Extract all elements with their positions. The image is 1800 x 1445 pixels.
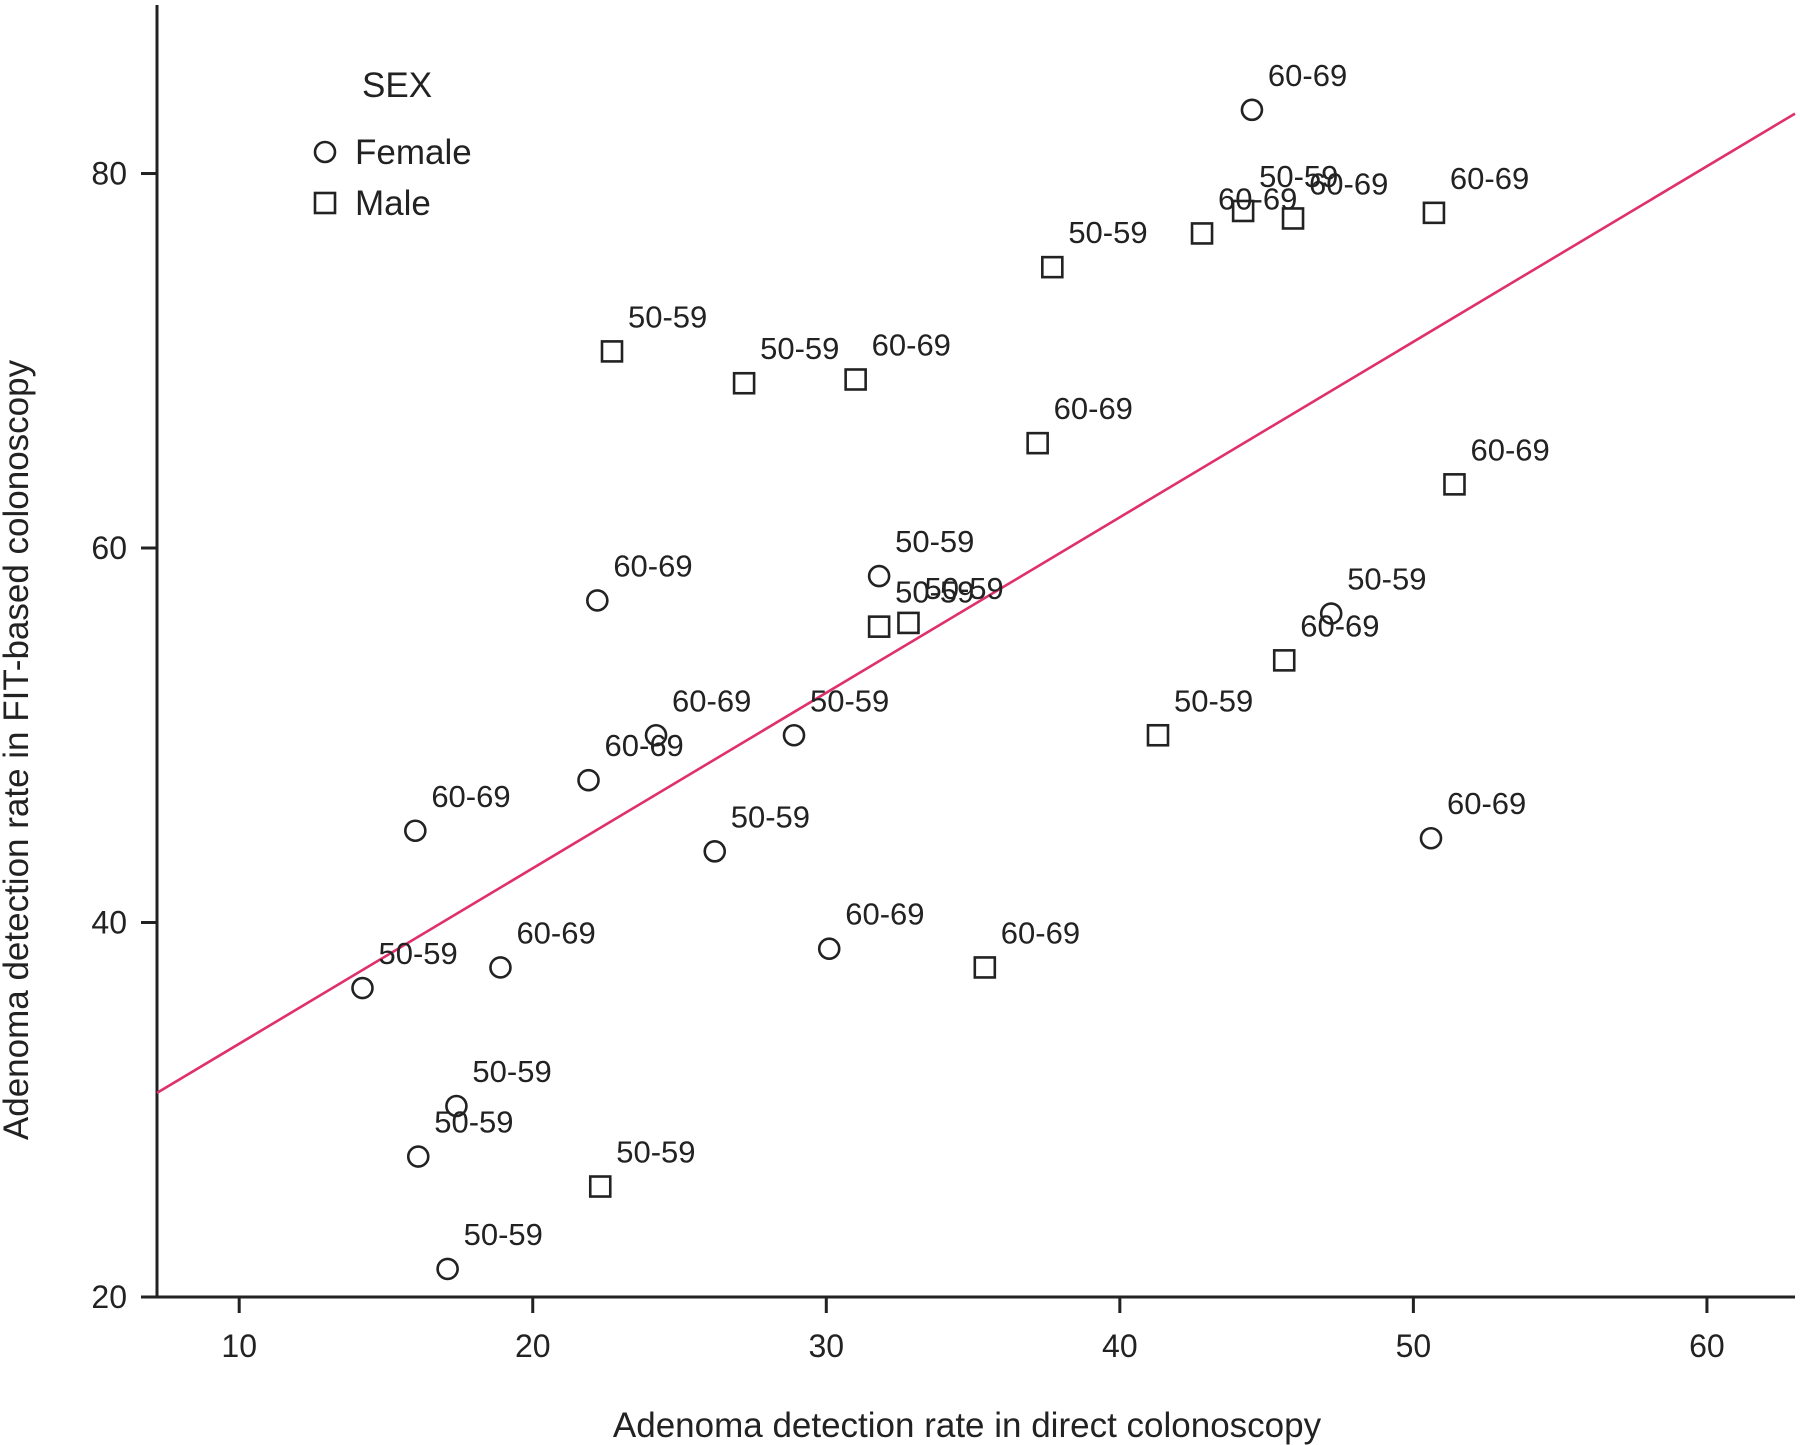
point-label: 50-59	[472, 1054, 551, 1089]
point-male	[1231, 199, 1255, 223]
point-label: 60-69	[1470, 432, 1549, 467]
point-label: 60-69	[431, 779, 510, 814]
point-label: 50-59	[378, 936, 457, 971]
point-male	[1146, 723, 1170, 747]
point-female	[1419, 826, 1443, 850]
point-label: 50-59	[810, 683, 889, 718]
point-female	[1240, 98, 1264, 122]
point-label: 60-69	[1309, 166, 1388, 201]
point-label: 60-69	[516, 915, 595, 950]
legend-male-marker	[313, 191, 337, 215]
axes: 10 20 30 40 50 60 20 40 60 80	[91, 5, 1795, 1364]
point-male	[1281, 207, 1305, 230]
point-label: 60-69	[605, 728, 684, 763]
x-tick-label: 60	[1689, 1328, 1725, 1364]
x-tick-label: 50	[1396, 1328, 1432, 1364]
point-label: 60-69	[1450, 161, 1529, 196]
point-label: 50-59	[760, 331, 839, 366]
point-male	[867, 615, 891, 638]
point-female	[436, 1257, 459, 1281]
legend-male-label: Male	[355, 184, 431, 223]
point-label: 60-69	[872, 327, 951, 362]
point-label: 60-69	[613, 548, 692, 583]
legend: SEX Female Male	[313, 66, 472, 223]
x-tick-label: 20	[515, 1328, 551, 1364]
y-tick-label: 20	[91, 1279, 127, 1315]
point-female	[817, 937, 841, 961]
point-label: 60-69	[672, 683, 751, 718]
point-label: 50-59	[464, 1217, 543, 1252]
y-axis-title: Adenoma detection rate in FIT-based colo…	[0, 359, 36, 1140]
point-female	[445, 1094, 468, 1118]
point-label: 50-59	[628, 299, 707, 334]
y-tick-label: 60	[91, 530, 127, 566]
point-male	[844, 368, 867, 391]
point-male	[732, 371, 756, 395]
point-label: 50-59	[731, 799, 810, 834]
point-label: 50-59	[1259, 159, 1338, 194]
point-label: 50-59	[616, 1135, 695, 1170]
point-label: 50-59	[1174, 683, 1253, 718]
point-male	[973, 956, 997, 979]
legend-female-marker	[313, 140, 337, 164]
point-male	[1272, 649, 1296, 672]
point-label: 60-69	[1054, 391, 1133, 426]
point-female	[351, 976, 374, 1000]
point-label: 60-69	[1268, 58, 1347, 93]
point-female	[586, 589, 609, 612]
point-female	[406, 1145, 430, 1168]
x-tick-label: 40	[1102, 1328, 1138, 1364]
x-tick-label: 10	[221, 1328, 257, 1364]
point-male	[897, 611, 920, 635]
y-tick-label: 40	[91, 905, 127, 941]
y-tick-label: 80	[91, 156, 127, 192]
point-female	[782, 723, 806, 747]
point-female	[703, 840, 727, 863]
point-male	[588, 1175, 612, 1198]
point-label: 50-59	[434, 1105, 513, 1140]
point-male	[1026, 431, 1049, 455]
point-label: 50-59	[1068, 215, 1147, 250]
point-male	[1041, 255, 1064, 279]
point-female	[644, 723, 668, 747]
point-label: 50-59	[924, 571, 1003, 606]
point-female	[404, 819, 427, 843]
point-female	[489, 956, 512, 979]
fit-line-layer	[156, 112, 1796, 1095]
x-axis-title: Adenoma detection rate in direct colonos…	[613, 1406, 1322, 1445]
point-label: 50-59	[895, 524, 974, 559]
point-label: 60-69	[845, 897, 924, 932]
point-label: 60-69	[1300, 608, 1379, 643]
point-female	[867, 564, 891, 588]
point-male	[1190, 222, 1214, 245]
point-male	[600, 340, 624, 363]
fit-line	[156, 112, 1796, 1095]
point-female	[1319, 602, 1343, 625]
legend-female-label: Female	[355, 133, 472, 172]
point-label: 50-59	[895, 575, 974, 610]
point-label: 60-69	[1447, 786, 1526, 821]
point-male	[1443, 473, 1466, 496]
point-label: 60-69	[1001, 915, 1080, 950]
legend-title: SEX	[362, 66, 432, 105]
point-male	[1422, 201, 1446, 225]
point-label: 50-59	[1347, 562, 1426, 597]
x-tick-label: 30	[808, 1328, 844, 1364]
point-female	[577, 768, 600, 792]
